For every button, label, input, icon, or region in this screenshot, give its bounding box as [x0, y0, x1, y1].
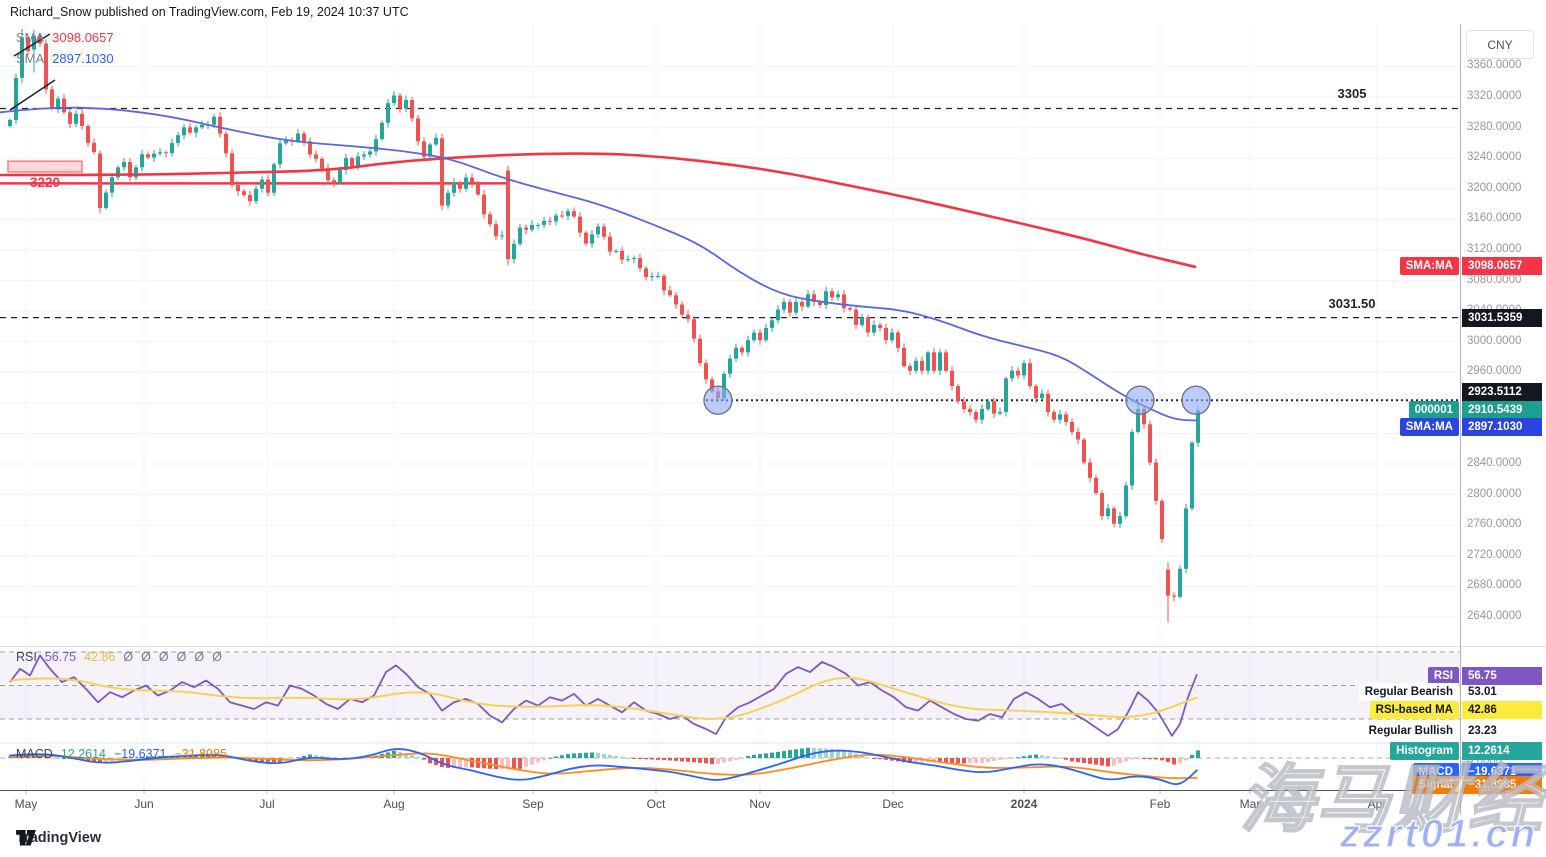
time-axis-label: Dec	[882, 797, 904, 811]
plot-label-tag: Regular Bearish	[1358, 683, 1459, 701]
sma-legend-row: SMA 3098.0657	[16, 30, 114, 45]
plot-label-tag: Regular Bullish	[1362, 722, 1459, 740]
time-axis-label: Oct	[646, 797, 666, 811]
macd-legend-value: −31.8985	[174, 747, 227, 761]
axis-value-badge: 12.2614	[1462, 742, 1542, 760]
price-axis-label: 3120.0000	[1467, 242, 1522, 255]
plot-label-tag: SMA:MA	[1399, 418, 1459, 436]
time-axis-label: 2024	[1010, 797, 1038, 811]
rsi-legend-value: 56.75	[44, 650, 77, 664]
rsi-legend-empty: Ø	[158, 650, 169, 664]
sma-legend-name: SMA	[16, 51, 45, 66]
plot-label-tag: RSI-based MA	[1369, 701, 1459, 719]
axis-value-badge: 3031.5359	[1462, 309, 1542, 327]
rsi-legend-empty: Ø	[141, 650, 151, 664]
rsi-legend-empty: Ø	[194, 650, 205, 664]
watermark-cn: 海马财经	[1239, 757, 1544, 842]
rsi-legend-empty: Ø	[176, 650, 187, 664]
axis-value-badge: 3098.0657	[1462, 257, 1542, 275]
sma-legend-name: SMA	[16, 30, 45, 45]
macd-title: MACD	[16, 747, 53, 761]
sma-legend-value: 2897.1030	[52, 51, 114, 66]
macd-legend-value: −19.6371	[114, 747, 167, 761]
time-axis-label: Apr	[1367, 797, 1387, 811]
price-axis-label: 3200.0000	[1467, 181, 1522, 194]
rsi-legend: RSI 56.75 42.86 Ø Ø Ø Ø Ø Ø	[16, 650, 222, 664]
price-axis-label: 3080.0000	[1467, 273, 1522, 286]
time-axis-label: Jun	[134, 797, 154, 811]
plot-label-tag: Signal	[1412, 776, 1459, 794]
price-axis-label: 2960.0000	[1467, 365, 1522, 378]
time-axis-label: Sep	[522, 797, 544, 811]
price-axis-label: 2680.0000	[1467, 579, 1522, 592]
price-axis-label: 2760.0000	[1467, 518, 1522, 531]
rsi-title: RSI	[16, 650, 37, 664]
currency-toggle-button[interactable]: CNY	[1466, 30, 1534, 59]
time-axis-label: Mar	[1239, 797, 1261, 811]
level-label-3220: 3220	[30, 175, 61, 190]
axis-value-badge: 56.75	[1462, 667, 1542, 685]
price-axis-label: 2640.0000	[1467, 609, 1522, 622]
plot-label-tag: SMA:MA	[1399, 257, 1459, 275]
plot-label-tag: 000001	[1408, 401, 1459, 419]
watermark-url: zzrt01.cn	[1339, 811, 1538, 857]
time-axis-label: Aug	[383, 797, 405, 811]
price-axis-label: 2840.0000	[1467, 457, 1522, 470]
level-label-3305: 3305	[1337, 86, 1367, 101]
sma-legend-row: SMA 2897.1030	[16, 51, 114, 66]
price-axis-label: 2720.0000	[1467, 548, 1522, 561]
publish-byline: Richard_Snow published on TradingView.co…	[10, 5, 409, 19]
time-axis-label: Nov	[749, 797, 771, 811]
price-axis-label: 3160.0000	[1467, 212, 1522, 225]
axis-value-badge: 2923.5112	[1462, 383, 1542, 401]
tradingview-mark-icon	[16, 830, 36, 846]
rsi-legend-empty: Ø	[123, 650, 134, 664]
price-axis-label: 3360.0000	[1467, 59, 1522, 72]
axis-value-badge: 23.23	[1468, 725, 1497, 737]
price-axis-label: 2800.0000	[1467, 487, 1522, 500]
axis-value-badge: 2897.1030	[1462, 418, 1542, 436]
time-axis-label: Jul	[259, 797, 275, 811]
sma-legend-value: 3098.0657	[52, 30, 114, 45]
tradingview-brand-text: TradingView	[16, 830, 102, 846]
axis-value-badge: 42.86	[1462, 701, 1542, 719]
price-axis-label: 3280.0000	[1467, 120, 1522, 133]
time-axis-label: Feb	[1149, 797, 1171, 811]
price-axis-label: 3000.0000	[1467, 334, 1522, 347]
rsi-legend-value: 42.86	[84, 650, 116, 664]
level-label-3031: 3031.50	[1328, 296, 1376, 311]
axis-value-badge: 53.01	[1468, 686, 1497, 698]
macd-legend-value: 12.2614	[60, 747, 106, 761]
price-axis-label: 3240.0000	[1467, 151, 1522, 164]
axis-value-badge: −31.8985	[1462, 776, 1542, 794]
axis-value-badge: 2910.5439	[1462, 401, 1542, 419]
main-legend: SMA 3098.0657 SMA 2897.1030	[16, 30, 114, 72]
price-axis-label: 3320.0000	[1467, 90, 1522, 102]
tradingview-logo[interactable]: TradingView	[16, 830, 101, 846]
plot-label-tag: RSI	[1427, 667, 1459, 685]
time-axis-label: May	[14, 797, 38, 811]
macd-legend: MACD 12.2614 −19.6371 −31.8985	[16, 747, 227, 761]
rsi-legend-empty: Ø	[212, 650, 222, 664]
plot-label-tag: Histogram	[1390, 742, 1459, 760]
